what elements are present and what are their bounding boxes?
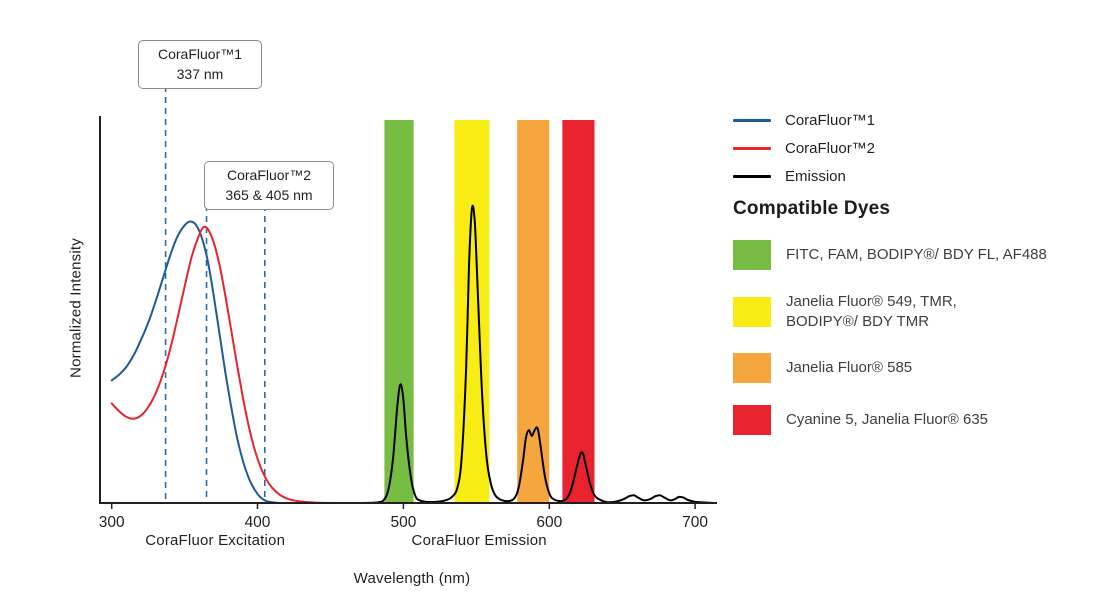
filter-band-yellow [454,120,490,503]
filter-band-red [562,120,595,503]
x-tick-label: 400 [245,514,271,531]
x-tick-label: 300 [99,514,125,531]
x-tick-label: 500 [390,514,416,531]
filter-band-orange [517,120,550,503]
callout-title: CoraFluor™1 [157,46,243,62]
compatible-dyes-list: FITC, FAM, BODIPY®/ BDY FL, AF488 Janelia… [733,240,1047,435]
legend: CoraFluor™1 CoraFluor™2 Emission [733,106,875,190]
legend-line-swatch [733,146,771,150]
x-axis-group-label: CoraFluor Excitation [145,532,285,549]
spectra-chart: 300 400 500 600 700 CoraFluor Excitation CoraF… [99,86,717,549]
legend-entry: CoraFluor™1 [733,106,875,134]
series-corafluor-2 [110,225,332,504]
dye-color-swatch [733,353,771,383]
x-axis-group-label: CoraFluor Emission [412,532,547,549]
x-tick-label: 700 [682,514,708,531]
dye-label: FITC, FAM, BODIPY®/ BDY FL, AF488 [786,246,1047,264]
callout-corafluor2-365-405nm: CoraFluor™2 365 & 405 nm [204,161,334,211]
legend-entry: Emission [733,162,875,190]
callout-value: 365 & 405 nm [225,186,313,203]
legend-entry-label: CoraFluor™2 [785,139,876,157]
dye-item: Janelia Fluor® 585 [733,353,1047,383]
dye-color-swatch [733,405,771,435]
callout-title: CoraFluor™2 [226,167,312,183]
dye-label: Cyanine 5, Janelia Fluor® 635 [786,411,989,429]
dye-color-swatch [733,296,771,327]
axes [99,116,717,504]
compatible-dyes-heading: Compatible Dyes [733,198,891,219]
dye-item: Janelia Fluor® 549, TMR, BODIPY®/ BDY TMR [733,292,1047,331]
series-corafluor-1 [110,220,282,504]
legend-line-swatch [733,174,771,178]
callout-value: 337 nm [176,65,224,82]
legend-line-swatch [733,118,771,122]
dye-label: Janelia Fluor® 549, TMR, BODIPY®/ BDY TMR [786,293,957,330]
dye-label: Janelia Fluor® 585 [786,359,913,377]
legend-entry-label: Emission [785,167,846,185]
dye-item: FITC, FAM, BODIPY®/ BDY FL, AF488 [733,240,1047,270]
dye-item: Cyanine 5, Janelia Fluor® 635 [733,405,1047,435]
filter-band-green [384,120,414,503]
callout-corafluor1-337nm: CoraFluor™1 337 nm [138,40,262,90]
x-axis-label: Wavelength (nm) [353,570,471,587]
dye-color-swatch [733,240,771,270]
legend-entry: CoraFluor™2 [733,134,875,162]
y-axis-label: Normalized Intensity [67,238,85,378]
x-tick-label: 600 [536,514,562,531]
legend-entry-label: CoraFluor™1 [785,111,876,129]
series-emission [358,204,717,504]
